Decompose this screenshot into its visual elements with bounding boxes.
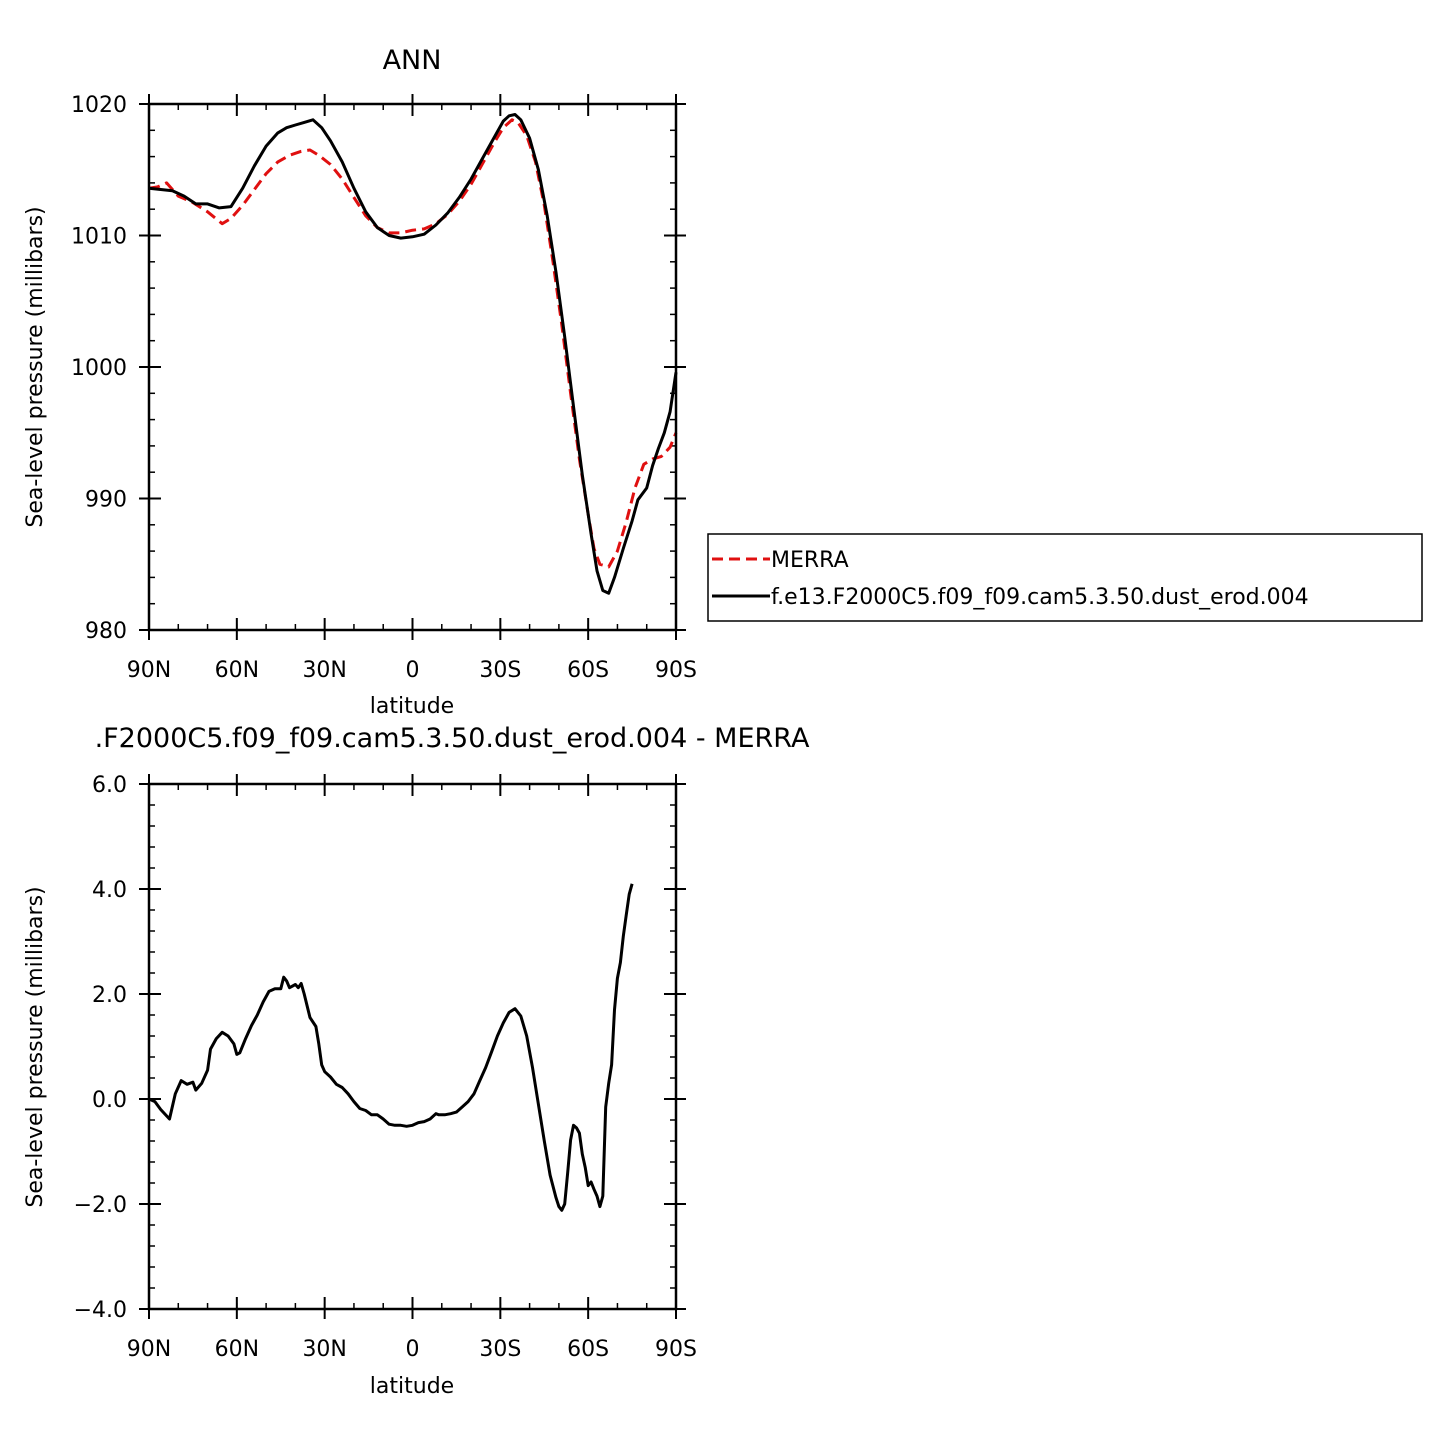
bottom-series-line-0	[148, 883, 634, 1212]
bottom-y-tick-label: −2.0	[74, 1193, 127, 1218]
top-x-tick-label: 90N	[127, 658, 171, 683]
top-x-tick-label: 30S	[479, 658, 521, 683]
bottom-x-tick-label: 30S	[479, 1337, 521, 1362]
bottom-y-axis-label: Sea-level pressure (millibars)	[23, 886, 48, 1207]
bottom-y-tick-label: −4.0	[74, 1298, 127, 1323]
top-series-line-0	[148, 118, 678, 569]
bottom-y-tick-label: 2.0	[92, 983, 127, 1008]
bottom-series-lines	[148, 883, 634, 1212]
top-series-lines	[148, 113, 678, 595]
bottom-x-axis-label: latitude	[370, 1374, 454, 1399]
top-y-tick-label: 990	[85, 488, 127, 513]
bottom-x-tick-label: 90S	[655, 1337, 697, 1362]
bottom-plot-frame	[147, 782, 678, 1311]
top-x-tick-label: 0	[406, 658, 420, 683]
bottom-y-tick-label: 4.0	[92, 878, 127, 903]
top-x-axis-label: latitude	[370, 694, 454, 719]
top-series-line-1	[148, 113, 678, 595]
bottom-plot-title: .F2000C5.f09_f09.cam5.3.50.dust_erod.004…	[95, 723, 810, 754]
legend-label-model: f.e13.F2000C5.f09_f09.cam5.3.50.dust_ero…	[771, 585, 1309, 610]
bottom-x-tick-label: 60S	[567, 1337, 609, 1362]
top-x-tick-label: 60N	[215, 658, 259, 683]
top-y-tick-label: 1010	[71, 225, 127, 250]
top-y-axis-label: Sea-level pressure (millibars)	[23, 206, 48, 527]
top-y-tick-label: 1020	[71, 93, 127, 118]
bottom-x-tick-label: 30N	[302, 1337, 346, 1362]
legend-label-merra: MERRA	[771, 548, 849, 573]
top-x-tick-label: 30N	[302, 658, 346, 683]
bottom-y-tick-label: 6.0	[92, 773, 127, 798]
legend-box	[707, 533, 1423, 622]
top-plot-frame	[147, 102, 678, 632]
top-plot-title: ANN	[383, 45, 442, 76]
legend: MERRA f.e13.F2000C5.f09_f09.cam5.3.50.du…	[707, 533, 1423, 622]
top-x-tick-label: 90S	[655, 658, 697, 683]
top-axis-ticks: 90N 60N 30N 0 30S 60S 90S 980 990 1000 1010 1020	[71, 93, 697, 683]
bottom-x-tick-label: 0	[406, 1337, 420, 1362]
bottom-difference-plot: .F2000C5.f09_f09.cam5.3.50.dust_erod.004…	[23, 723, 810, 1399]
bottom-axis-ticks: 90N 60N 30N 0 30S 60S 90S −4.0 −2.0 0.0 2.0 4.0 6.0	[74, 773, 697, 1362]
top-x-tick-label: 60S	[567, 658, 609, 683]
top-y-tick-label: 1000	[71, 356, 127, 381]
top-line-plot: ANN Sea-level pressure (millibars) latit…	[23, 45, 697, 719]
bottom-y-tick-label: 0.0	[92, 1088, 127, 1113]
top-y-tick-label: 980	[85, 619, 127, 644]
bottom-x-tick-label: 90N	[127, 1337, 171, 1362]
bottom-x-tick-label: 60N	[215, 1337, 259, 1362]
